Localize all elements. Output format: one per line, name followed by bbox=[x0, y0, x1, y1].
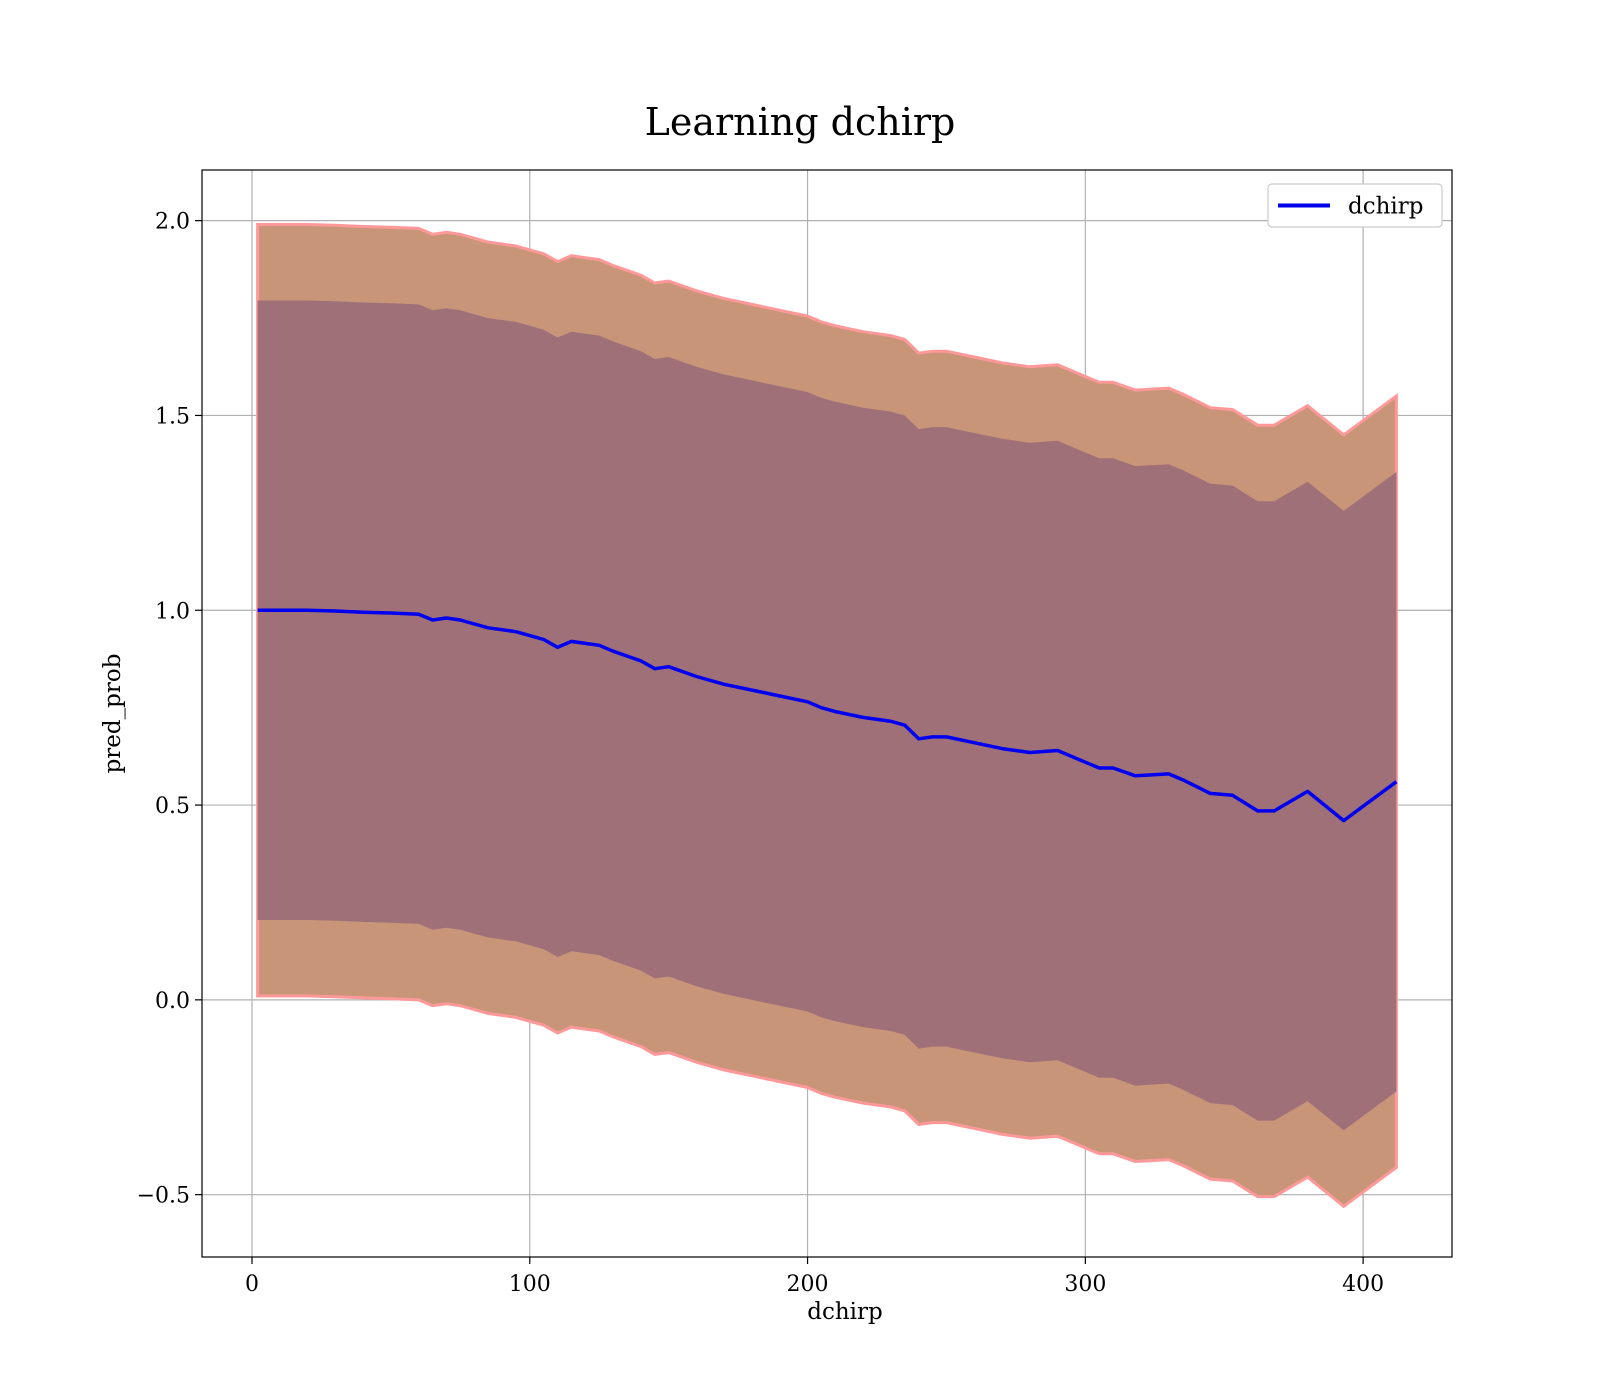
axes-frame bbox=[201, 169, 1453, 1258]
legend[interactable]: dchirp bbox=[1267, 183, 1443, 228]
x-tick-label: 400 bbox=[1342, 1272, 1384, 1297]
legend-label-dchirp: dchirp bbox=[1348, 194, 1424, 220]
tick-layer: 0 100 200 300 400 −0.5 0.0 0.5 1.0 1.5 2.0 bbox=[137, 210, 1385, 1297]
band-layer bbox=[256, 223, 1398, 1209]
y-tick-label: 0.5 bbox=[155, 794, 190, 819]
chart-title: Learning dchirp bbox=[644, 100, 956, 144]
series-line-dchirp bbox=[257, 608, 1398, 823]
y-tick-label: 1.5 bbox=[155, 404, 190, 429]
x-axis-label: dchirp bbox=[807, 1299, 883, 1325]
x-tick-label: 300 bbox=[1064, 1272, 1106, 1297]
y-tick-label: 2.0 bbox=[155, 210, 190, 235]
legend-box bbox=[1267, 183, 1443, 228]
y-tick-label: 1.0 bbox=[155, 599, 190, 624]
x-tick-label: 200 bbox=[787, 1272, 829, 1297]
y-axis-label: pred_prob bbox=[100, 654, 126, 774]
y-tick-label: 0.0 bbox=[155, 989, 190, 1014]
inner-confidence-band bbox=[257, 300, 1397, 1131]
x-tick-label: 100 bbox=[509, 1272, 551, 1297]
x-tick-label: 0 bbox=[245, 1272, 259, 1297]
y-tick-label: −0.5 bbox=[137, 1184, 190, 1209]
line-layer bbox=[257, 608, 1398, 823]
